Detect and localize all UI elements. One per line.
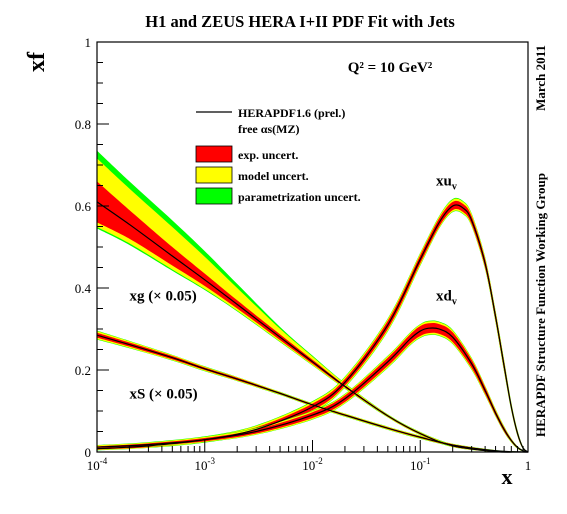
y-axis-label: xf	[24, 51, 50, 72]
x-tick-label: 10-2	[302, 456, 323, 473]
y-tick-label: 0.8	[75, 117, 91, 132]
legend-label: HERAPDF1.6 (prel.)	[238, 106, 345, 120]
y-tick-label: 0.4	[75, 281, 92, 296]
group-label: HERAPDF Structure Function Working Group	[533, 173, 548, 437]
xu-v-label: xuv	[436, 174, 457, 193]
x-axis-label: x	[502, 464, 513, 489]
legend-box-swatch	[195, 166, 233, 184]
uncertainty-bands	[97, 150, 528, 453]
xg-0-05-central-line	[96, 201, 529, 453]
xg-0-05-label: xg (× 0.05)	[129, 288, 196, 304]
x-tick-label: 10-3	[195, 456, 216, 473]
legend-label: parametrization uncert.	[238, 190, 361, 204]
legend-box-swatch	[195, 187, 233, 205]
y-tick-label: 0	[85, 445, 92, 460]
scale-label: Q² = 10 GeV²	[348, 60, 433, 76]
date-label: March 2011	[533, 45, 548, 111]
xu-v-central-line	[96, 204, 529, 453]
legend-note: free αs(MZ)	[238, 122, 299, 136]
xs-0-05-central-line	[96, 334, 529, 453]
legend-box-swatch	[195, 145, 233, 163]
series-labels: xg (× 0.05) xS (× 0.05) xuv xdv	[129, 174, 456, 403]
chart-title: H1 and ZEUS HERA I+II PDF Fit with Jets	[145, 12, 455, 31]
xs-0-05-label: xS (× 0.05)	[129, 387, 197, 403]
x-tick-label: 1	[525, 458, 532, 473]
xd-v-label: xdv	[436, 288, 457, 307]
legend-label: exp. uncert.	[238, 148, 298, 162]
y-tick-label: 0.6	[75, 199, 92, 214]
legend: HERAPDF1.6 (prel.) free αs(MZ) exp. uncert…	[195, 106, 361, 205]
x-tick-label: 10-1	[410, 456, 431, 473]
legend-label: model uncert.	[238, 169, 309, 183]
y-tick-label: 1	[85, 35, 92, 50]
axes: 10-4 10-3 10-2 10-1 100.20.40.60.81	[75, 35, 532, 473]
y-tick-label: 0.2	[75, 363, 91, 378]
xd-v-central-line	[96, 327, 529, 453]
central-curves	[96, 201, 529, 453]
